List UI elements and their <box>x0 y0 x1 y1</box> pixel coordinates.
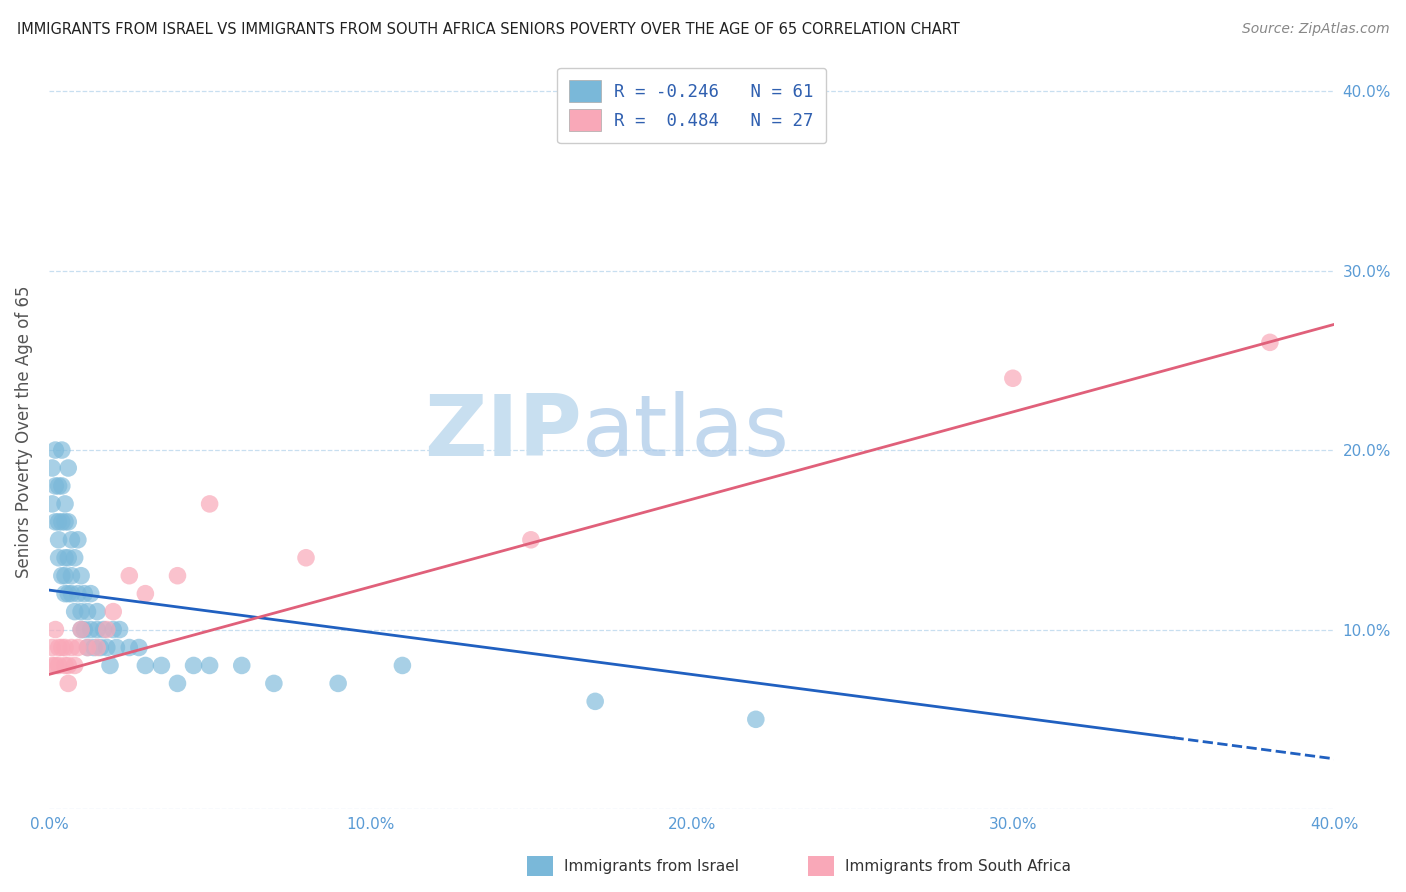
Point <box>198 497 221 511</box>
Point <box>51 479 73 493</box>
Point <box>1001 371 1024 385</box>
Point <box>48 658 70 673</box>
Point <box>51 640 73 655</box>
Point <box>53 568 76 582</box>
Point <box>583 694 606 708</box>
Point <box>70 623 93 637</box>
Point <box>103 605 125 619</box>
Point <box>41 497 63 511</box>
Text: atlas: atlas <box>582 391 790 474</box>
Point <box>63 550 86 565</box>
Point <box>118 568 141 582</box>
Point <box>70 623 93 637</box>
Text: Immigrants from Israel: Immigrants from Israel <box>564 859 738 873</box>
Text: IMMIGRANTS FROM ISRAEL VS IMMIGRANTS FROM SOUTH AFRICA SENIORS POVERTY OVER THE : IMMIGRANTS FROM ISRAEL VS IMMIGRANTS FRO… <box>17 22 960 37</box>
Point <box>48 640 70 655</box>
Point <box>198 658 221 673</box>
Point <box>60 640 83 655</box>
Point <box>60 568 83 582</box>
Point <box>44 443 66 458</box>
Point <box>128 640 150 655</box>
Point <box>41 640 63 655</box>
Point <box>44 515 66 529</box>
Point <box>58 515 80 529</box>
Point <box>53 497 76 511</box>
Point <box>86 605 108 619</box>
Legend: R = -0.246   N = 61, R =  0.484   N = 27: R = -0.246 N = 61, R = 0.484 N = 27 <box>557 68 827 144</box>
Y-axis label: Seniors Poverty Over the Age of 65: Seniors Poverty Over the Age of 65 <box>15 285 32 578</box>
Point <box>73 587 96 601</box>
Point <box>60 587 83 601</box>
Point <box>53 640 76 655</box>
Point <box>60 533 83 547</box>
Point <box>44 658 66 673</box>
Point <box>48 550 70 565</box>
Point <box>103 623 125 637</box>
Point <box>41 461 63 475</box>
Point <box>96 640 118 655</box>
Point <box>44 479 66 493</box>
Point <box>96 623 118 637</box>
Point <box>73 623 96 637</box>
Point <box>118 640 141 655</box>
Point <box>86 640 108 655</box>
Point <box>520 533 543 547</box>
Point <box>48 479 70 493</box>
Point <box>66 640 89 655</box>
Point <box>51 568 73 582</box>
Point <box>89 640 111 655</box>
Point <box>391 658 413 673</box>
Point <box>58 658 80 673</box>
Point <box>108 623 131 637</box>
Point <box>326 676 349 690</box>
Point <box>93 623 115 637</box>
Point <box>66 587 89 601</box>
Point <box>66 533 89 547</box>
Point <box>58 461 80 475</box>
Text: Immigrants from South Africa: Immigrants from South Africa <box>845 859 1071 873</box>
Point <box>83 640 105 655</box>
Point <box>166 568 188 582</box>
Point <box>745 712 768 726</box>
Point <box>70 568 93 582</box>
Point <box>76 605 98 619</box>
Point <box>44 623 66 637</box>
Point <box>58 550 80 565</box>
Text: Source: ZipAtlas.com: Source: ZipAtlas.com <box>1241 22 1389 37</box>
Point <box>53 658 76 673</box>
Point <box>134 587 156 601</box>
Point <box>263 676 285 690</box>
Point <box>1258 335 1281 350</box>
Text: ZIP: ZIP <box>425 391 582 474</box>
Point <box>58 587 80 601</box>
Point <box>63 605 86 619</box>
Point <box>53 515 76 529</box>
Point <box>86 623 108 637</box>
Point <box>53 587 76 601</box>
Point <box>51 515 73 529</box>
Point <box>80 587 103 601</box>
Point <box>58 676 80 690</box>
Point <box>105 640 128 655</box>
Point <box>231 658 253 673</box>
Point <box>98 658 121 673</box>
Point <box>48 533 70 547</box>
Point <box>48 515 70 529</box>
Point <box>76 640 98 655</box>
Point <box>183 658 205 673</box>
Point <box>70 605 93 619</box>
Point <box>80 623 103 637</box>
Point <box>41 658 63 673</box>
Point <box>134 658 156 673</box>
Point <box>63 658 86 673</box>
Point <box>51 443 73 458</box>
Point <box>53 550 76 565</box>
Point <box>166 676 188 690</box>
Point <box>295 550 318 565</box>
Point <box>76 640 98 655</box>
Point <box>150 658 173 673</box>
